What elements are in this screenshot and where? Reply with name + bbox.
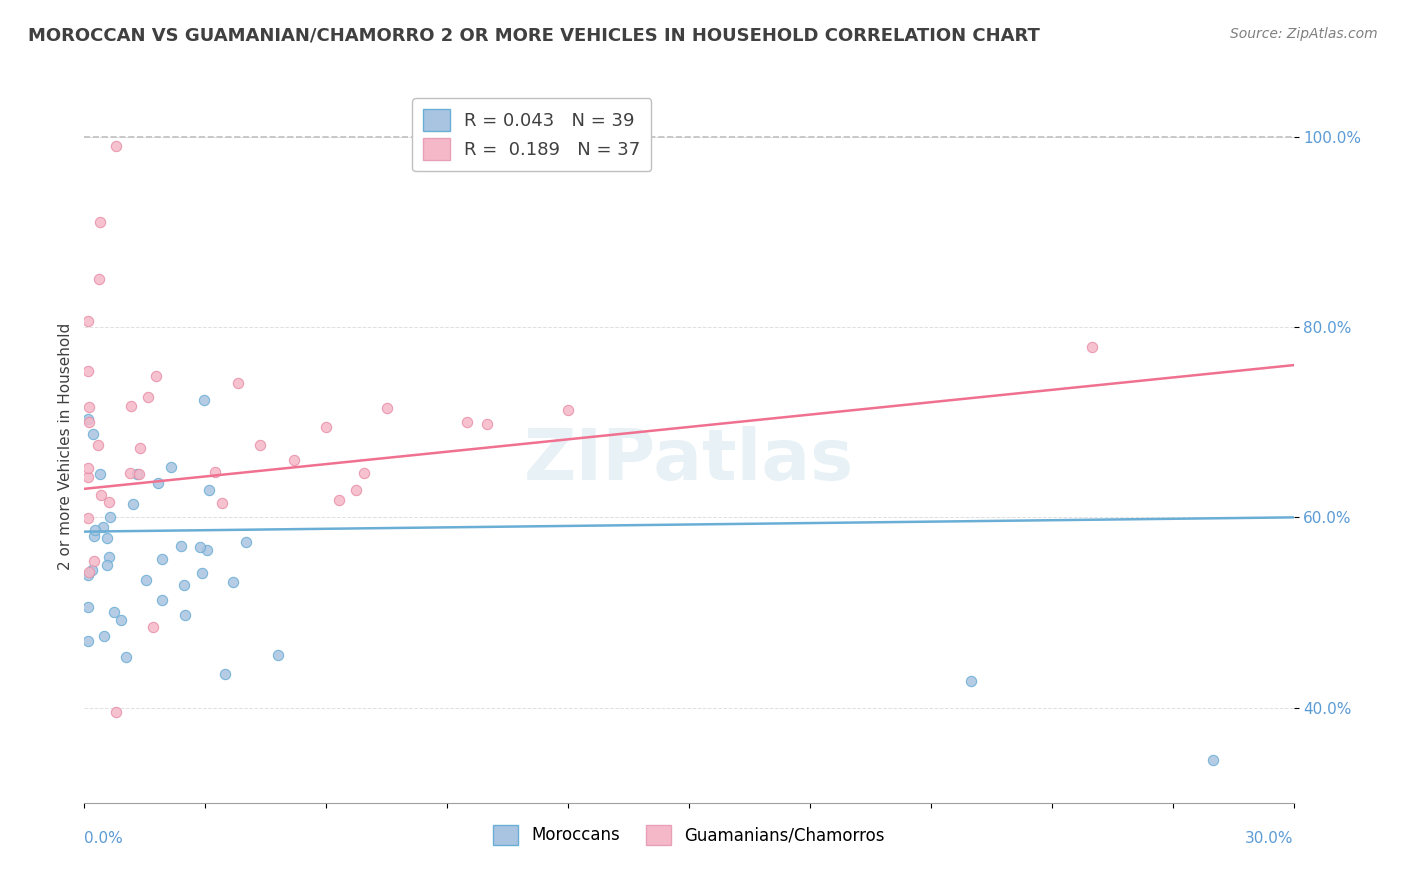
Point bbox=[114, 649, 136, 664]
Point bbox=[557, 402, 579, 417]
Point bbox=[221, 575, 243, 590]
Point bbox=[145, 369, 167, 384]
Text: Source: ZipAtlas.com: Source: ZipAtlas.com bbox=[1230, 27, 1378, 41]
Point bbox=[89, 487, 111, 501]
Point bbox=[235, 534, 257, 549]
Point bbox=[249, 438, 271, 452]
Point bbox=[960, 673, 983, 688]
Point bbox=[77, 461, 100, 475]
Point bbox=[226, 376, 249, 390]
Point bbox=[77, 415, 100, 429]
Point bbox=[353, 466, 375, 480]
Point bbox=[84, 523, 107, 537]
Point bbox=[77, 511, 100, 525]
Point bbox=[89, 467, 111, 482]
Point bbox=[77, 565, 100, 579]
Point bbox=[122, 496, 145, 510]
Point bbox=[146, 475, 169, 490]
Point bbox=[105, 706, 128, 720]
Point bbox=[188, 540, 211, 554]
Point bbox=[204, 465, 226, 479]
Point bbox=[198, 483, 221, 497]
Point bbox=[77, 401, 100, 415]
Point bbox=[77, 364, 100, 378]
Point bbox=[77, 634, 100, 648]
Point bbox=[1081, 340, 1104, 354]
Point bbox=[190, 566, 212, 581]
Point bbox=[456, 415, 478, 429]
Point bbox=[150, 552, 173, 566]
Text: MOROCCAN VS GUAMANIAN/CHAMORRO 2 OR MORE VEHICLES IN HOUSEHOLD CORRELATION CHART: MOROCCAN VS GUAMANIAN/CHAMORRO 2 OR MORE… bbox=[28, 27, 1040, 45]
Text: 30.0%: 30.0% bbox=[1246, 830, 1294, 846]
Point bbox=[138, 390, 160, 404]
Point bbox=[89, 272, 111, 286]
Point bbox=[77, 470, 100, 484]
Point bbox=[135, 573, 157, 587]
Point bbox=[150, 593, 173, 607]
Point bbox=[197, 543, 219, 558]
Point bbox=[1202, 753, 1225, 767]
Point bbox=[86, 438, 108, 452]
Point bbox=[120, 466, 142, 480]
Point bbox=[93, 629, 115, 643]
Point bbox=[104, 139, 127, 153]
Point bbox=[83, 554, 105, 568]
Point bbox=[103, 605, 125, 619]
Point bbox=[142, 620, 165, 634]
Point bbox=[315, 420, 337, 434]
Point bbox=[96, 558, 118, 572]
Point bbox=[283, 453, 305, 467]
Legend: Moroccans, Guamanians/Chamorros: Moroccans, Guamanians/Chamorros bbox=[486, 818, 891, 852]
Point bbox=[173, 578, 195, 592]
Point bbox=[328, 493, 350, 508]
Text: ZIPatlas: ZIPatlas bbox=[524, 425, 853, 495]
Point bbox=[82, 427, 104, 442]
Text: 0.0%: 0.0% bbox=[84, 830, 124, 846]
Point bbox=[96, 532, 118, 546]
Point bbox=[77, 412, 100, 426]
Point bbox=[129, 442, 152, 456]
Point bbox=[128, 467, 150, 482]
Point bbox=[159, 459, 181, 474]
Point bbox=[125, 467, 148, 481]
Point bbox=[83, 529, 105, 543]
Point bbox=[173, 607, 195, 622]
Point bbox=[193, 392, 215, 407]
Point bbox=[77, 314, 100, 328]
Point bbox=[120, 400, 142, 414]
Point bbox=[211, 496, 233, 510]
Point bbox=[375, 401, 398, 416]
Point bbox=[82, 562, 104, 576]
Point bbox=[77, 599, 100, 614]
Point bbox=[97, 494, 120, 508]
Y-axis label: 2 or more Vehicles in Household: 2 or more Vehicles in Household bbox=[58, 322, 73, 570]
Point bbox=[214, 667, 236, 681]
Point bbox=[89, 215, 111, 229]
Point bbox=[267, 648, 290, 663]
Point bbox=[91, 519, 114, 533]
Point bbox=[110, 613, 132, 627]
Point bbox=[98, 549, 121, 564]
Point bbox=[344, 483, 367, 497]
Point bbox=[477, 417, 499, 431]
Point bbox=[170, 539, 193, 553]
Point bbox=[77, 568, 100, 582]
Point bbox=[98, 510, 121, 524]
